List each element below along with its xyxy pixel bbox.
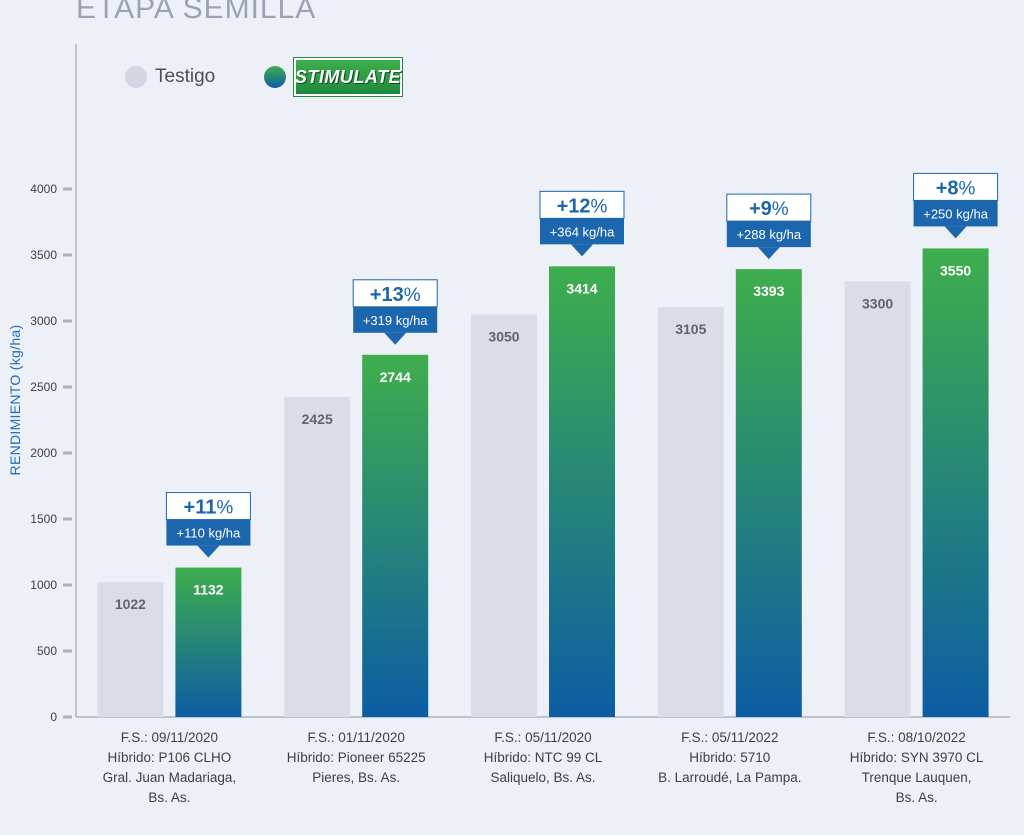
x-category-line: Híbrido: NTC 99 CL	[483, 750, 603, 765]
x-category-line: Híbrido: Pioneer 65225	[286, 750, 426, 765]
x-category-line: Gral. Juan Madariaga,	[102, 770, 237, 785]
bar-stimulate	[549, 266, 615, 717]
bar-value-label: 3393	[753, 283, 784, 299]
x-category-line: F.S.: 08/10/2022	[867, 730, 966, 745]
gain-callout-banner	[913, 200, 998, 227]
bar-value-label: 2744	[380, 369, 411, 385]
gain-callout-pointer	[757, 247, 780, 260]
x-category-line: B. Larroudé, La Pampa.	[658, 770, 802, 785]
x-category-line: F.S.: 05/11/2022	[681, 730, 779, 745]
bar-testigo	[657, 307, 724, 717]
stimulate-logo: STIMULATE	[293, 57, 403, 97]
x-category-line: Trenque Lauquen,	[861, 770, 972, 785]
gain-kg-label: +288 kg/ha	[736, 227, 801, 242]
gain-percent-label: +8%	[936, 177, 976, 199]
x-category-line: Pieres, Bs. As.	[312, 770, 401, 785]
bar-stimulate	[362, 354, 429, 717]
bar-value-label: 1022	[115, 596, 146, 612]
x-category-line: F.S.: 01/11/2020	[307, 730, 405, 745]
gain-callout-box	[165, 492, 251, 521]
bar-testigo	[844, 281, 911, 717]
gain-callout-banner	[726, 221, 811, 248]
gain-percent-value: +12	[557, 195, 591, 217]
gain-percent-value: +13	[370, 284, 404, 306]
y-tick-label: 2500	[30, 380, 57, 394]
y-tick-label: 4000	[30, 182, 57, 196]
gain-percent-label: +13%	[370, 284, 421, 306]
x-category-line: Híbrido: 5710	[689, 750, 771, 765]
bar-testigo	[284, 396, 351, 717]
gain-callout-box	[539, 190, 625, 219]
bar-stimulate	[735, 269, 802, 717]
x-category-label: F.S.: 08/10/2022 Híbrido: SYN 3970 CL Tren…	[822, 728, 1012, 808]
y-axis-label: RENDIMIENTO (kg/ha)	[7, 324, 23, 476]
bar-value-label: 3550	[940, 262, 971, 278]
y-tick-label: 0	[50, 710, 57, 724]
bar-value-label: 3414	[566, 280, 597, 296]
y-tick-label: 1000	[30, 578, 57, 592]
gain-percent-sign: %	[216, 498, 233, 519]
x-category-line: Híbrido: SYN 3970 CL	[849, 750, 984, 765]
gain-percent-value: +8	[936, 177, 959, 199]
gain-callout-pointer	[944, 226, 967, 239]
x-category-label: F.S.: 05/11/2020 Híbrido: NTC 99 CL Saliqu…	[448, 728, 638, 788]
legend-testigo-marker	[125, 66, 147, 88]
x-category-label: F.S.: 05/11/2022 Híbrido: 5710 B. Larroudé…	[635, 728, 825, 788]
gain-percent-label: +9%	[749, 198, 789, 220]
bar-value-label: 3300	[862, 295, 893, 311]
legend-stimulate-marker	[264, 66, 286, 88]
gain-percent-value: +9	[749, 198, 772, 220]
gain-percent-value: +11	[184, 497, 217, 519]
gain-callout-banner	[166, 519, 251, 546]
gain-kg-label: +319 kg/ha	[363, 313, 428, 328]
bar-stimulate	[175, 567, 242, 717]
gain-callout-banner	[540, 218, 624, 245]
y-tick-label: 3000	[30, 314, 57, 328]
bar-testigo	[471, 314, 537, 717]
x-category-line: F.S.: 09/11/2020	[120, 730, 219, 745]
gain-callout-pointer	[571, 244, 593, 257]
y-tick-label: 2000	[30, 446, 57, 460]
x-category-line: Bs. As.	[148, 790, 191, 805]
gain-kg-label: +364 kg/ha	[550, 224, 615, 239]
gain-callout-box	[726, 193, 812, 222]
gain-callout-box	[352, 279, 438, 308]
x-category-line: Bs. As.	[895, 790, 938, 805]
x-category-line: F.S.: 05/11/2020	[494, 730, 592, 745]
gain-percent-sign: %	[959, 178, 976, 199]
gain-callout-pointer	[197, 545, 220, 558]
x-category-line: Híbrido: P106 CLHO	[107, 750, 232, 765]
bar-value-label: 3105	[675, 321, 706, 337]
gain-percent-label: +11%	[184, 497, 234, 519]
gain-kg-label: +110 kg/ha	[177, 526, 242, 541]
bar-testigo	[97, 582, 164, 717]
legend-testigo: Testigo	[125, 66, 215, 88]
gain-kg-label: +250 kg/ha	[923, 206, 988, 221]
gain-percent-sign: %	[404, 285, 421, 306]
y-tick-label: 500	[37, 644, 57, 658]
gain-percent-label: +12%	[557, 195, 608, 217]
gain-percent-sign: %	[772, 199, 789, 220]
legend-testigo-label: Testigo	[155, 66, 216, 87]
bar-value-label: 2425	[302, 411, 333, 427]
page-title: ETAPA SEMILLA	[76, 0, 317, 25]
gain-callout-pointer	[384, 332, 407, 345]
y-tick-label: 3500	[30, 248, 57, 262]
y-tick-label: 1500	[30, 512, 57, 526]
gain-percent-sign: %	[591, 196, 608, 217]
x-category-line: Saliquelo, Bs. As.	[490, 770, 596, 785]
bar-value-label: 1132	[193, 582, 224, 598]
gain-callout-banner	[353, 306, 438, 333]
x-category-label: F.S.: 09/11/2020 Híbrido: P106 CLHO Gral. …	[74, 728, 264, 808]
bar-stimulate	[922, 248, 989, 717]
x-category-label: F.S.: 01/11/2020 Híbrido: Pioneer 65225 Pi…	[261, 728, 451, 788]
bar-value-label: 3050	[488, 328, 519, 344]
legend-stimulate: STIMULATE	[264, 57, 403, 97]
